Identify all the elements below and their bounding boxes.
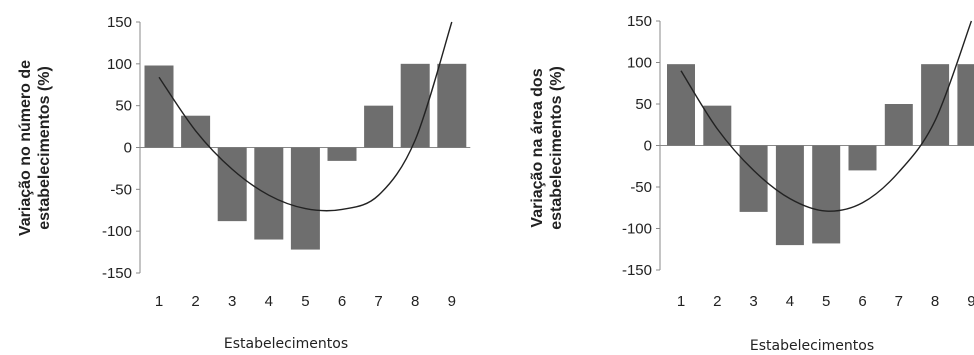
chart-1-ytick-label-4: -50 bbox=[110, 181, 132, 198]
chart-2-ytick-label-6: -150 bbox=[622, 262, 652, 279]
chart-1-ylabel-line1: Variação no número de bbox=[17, 60, 34, 236]
chart-1-bar-4 bbox=[254, 147, 284, 240]
chart-2-ytick-label-5: -100 bbox=[622, 221, 652, 238]
chart-2-bar-7 bbox=[884, 104, 913, 146]
chart-2-ytick-label-4: -50 bbox=[630, 179, 652, 196]
chart-2-xtick-label-8: 8 bbox=[931, 293, 939, 310]
chart-2-bar-6 bbox=[848, 145, 877, 171]
chart-2-bar-9 bbox=[957, 64, 974, 146]
chart-1-bar-8 bbox=[400, 63, 430, 148]
chart-1-xtick-label-1: 1 bbox=[155, 293, 163, 310]
chart-2-xtick-label-3: 3 bbox=[749, 293, 757, 310]
chart-1-xtick-label-8: 8 bbox=[411, 293, 419, 310]
chart-2-xtick-label-1: 1 bbox=[677, 293, 685, 310]
chart-1-bar-3 bbox=[217, 147, 247, 222]
chart-1-ytick-label-2: 50 bbox=[115, 98, 132, 115]
chart-2-bar-4 bbox=[775, 145, 804, 246]
chart-2-ytick-label-0: 150 bbox=[627, 13, 652, 30]
chart-1-bar-6 bbox=[327, 147, 357, 161]
chart-1-ylabel-line2: estabelecimentos (%) bbox=[36, 66, 53, 230]
chart-2-bar-5 bbox=[812, 145, 841, 244]
chart-1-ytick-label-0: 150 bbox=[107, 14, 132, 31]
chart-2-ylabel-line1: Variação na área dos bbox=[529, 68, 546, 227]
chart-1: Variação no número de estabelecimentos (… bbox=[17, 14, 471, 352]
chart-2-xtick-label-4: 4 bbox=[786, 293, 794, 310]
chart-2-ytick-label-1: 100 bbox=[627, 55, 652, 72]
chart-2-xtick-label-6: 6 bbox=[858, 293, 866, 310]
chart-1-xtick-label-4: 4 bbox=[265, 293, 273, 310]
chart-1-ytick-label-1: 100 bbox=[107, 56, 132, 73]
chart-2-bar-8 bbox=[921, 64, 950, 146]
chart-1-xtick-label-2: 2 bbox=[191, 293, 199, 310]
chart-2: Variação na área dos estabelecimentos (%… bbox=[529, 13, 974, 354]
chart-1-xtick-label-5: 5 bbox=[301, 293, 309, 310]
chart-2-bar-1 bbox=[667, 64, 695, 146]
chart-2-xtick-label-9: 9 bbox=[967, 293, 974, 310]
chart-1-xtick-label-9: 9 bbox=[448, 293, 456, 310]
chart-1-bar-1 bbox=[144, 65, 174, 148]
chart-2-xlabel: Estabelecimentos bbox=[750, 338, 874, 354]
chart-1-xlabel: Estabelecimentos bbox=[224, 336, 348, 352]
chart-2-ytick-label-3: 0 bbox=[644, 138, 652, 155]
chart-1-ytick-label-6: -150 bbox=[102, 265, 132, 282]
chart-2-xtick-label-5: 5 bbox=[822, 293, 830, 310]
chart-1-xtick-label-3: 3 bbox=[228, 293, 236, 310]
chart-1-trend-line bbox=[158, 21, 453, 212]
chart-2-xtick-label-7: 7 bbox=[895, 293, 903, 310]
chart-1-xtick-label-7: 7 bbox=[374, 293, 382, 310]
chart-1-bar-5 bbox=[290, 147, 320, 250]
chart-2-xtick-label-2: 2 bbox=[713, 293, 721, 310]
chart-1-ytick-label-3: 0 bbox=[124, 140, 132, 157]
chart-2-trend-line bbox=[680, 20, 973, 212]
chart-1-bar-7 bbox=[364, 105, 394, 148]
chart-2-ytick-label-2: 50 bbox=[635, 96, 652, 113]
chart-1-ytick-label-5: -100 bbox=[102, 223, 132, 240]
chart-1-bar-9 bbox=[437, 63, 467, 148]
chart-1-xtick-label-6: 6 bbox=[338, 293, 346, 310]
chart-2-ylabel-line2: estabelecimentos (%) bbox=[548, 66, 565, 230]
chart-2-bar-2 bbox=[703, 105, 732, 146]
